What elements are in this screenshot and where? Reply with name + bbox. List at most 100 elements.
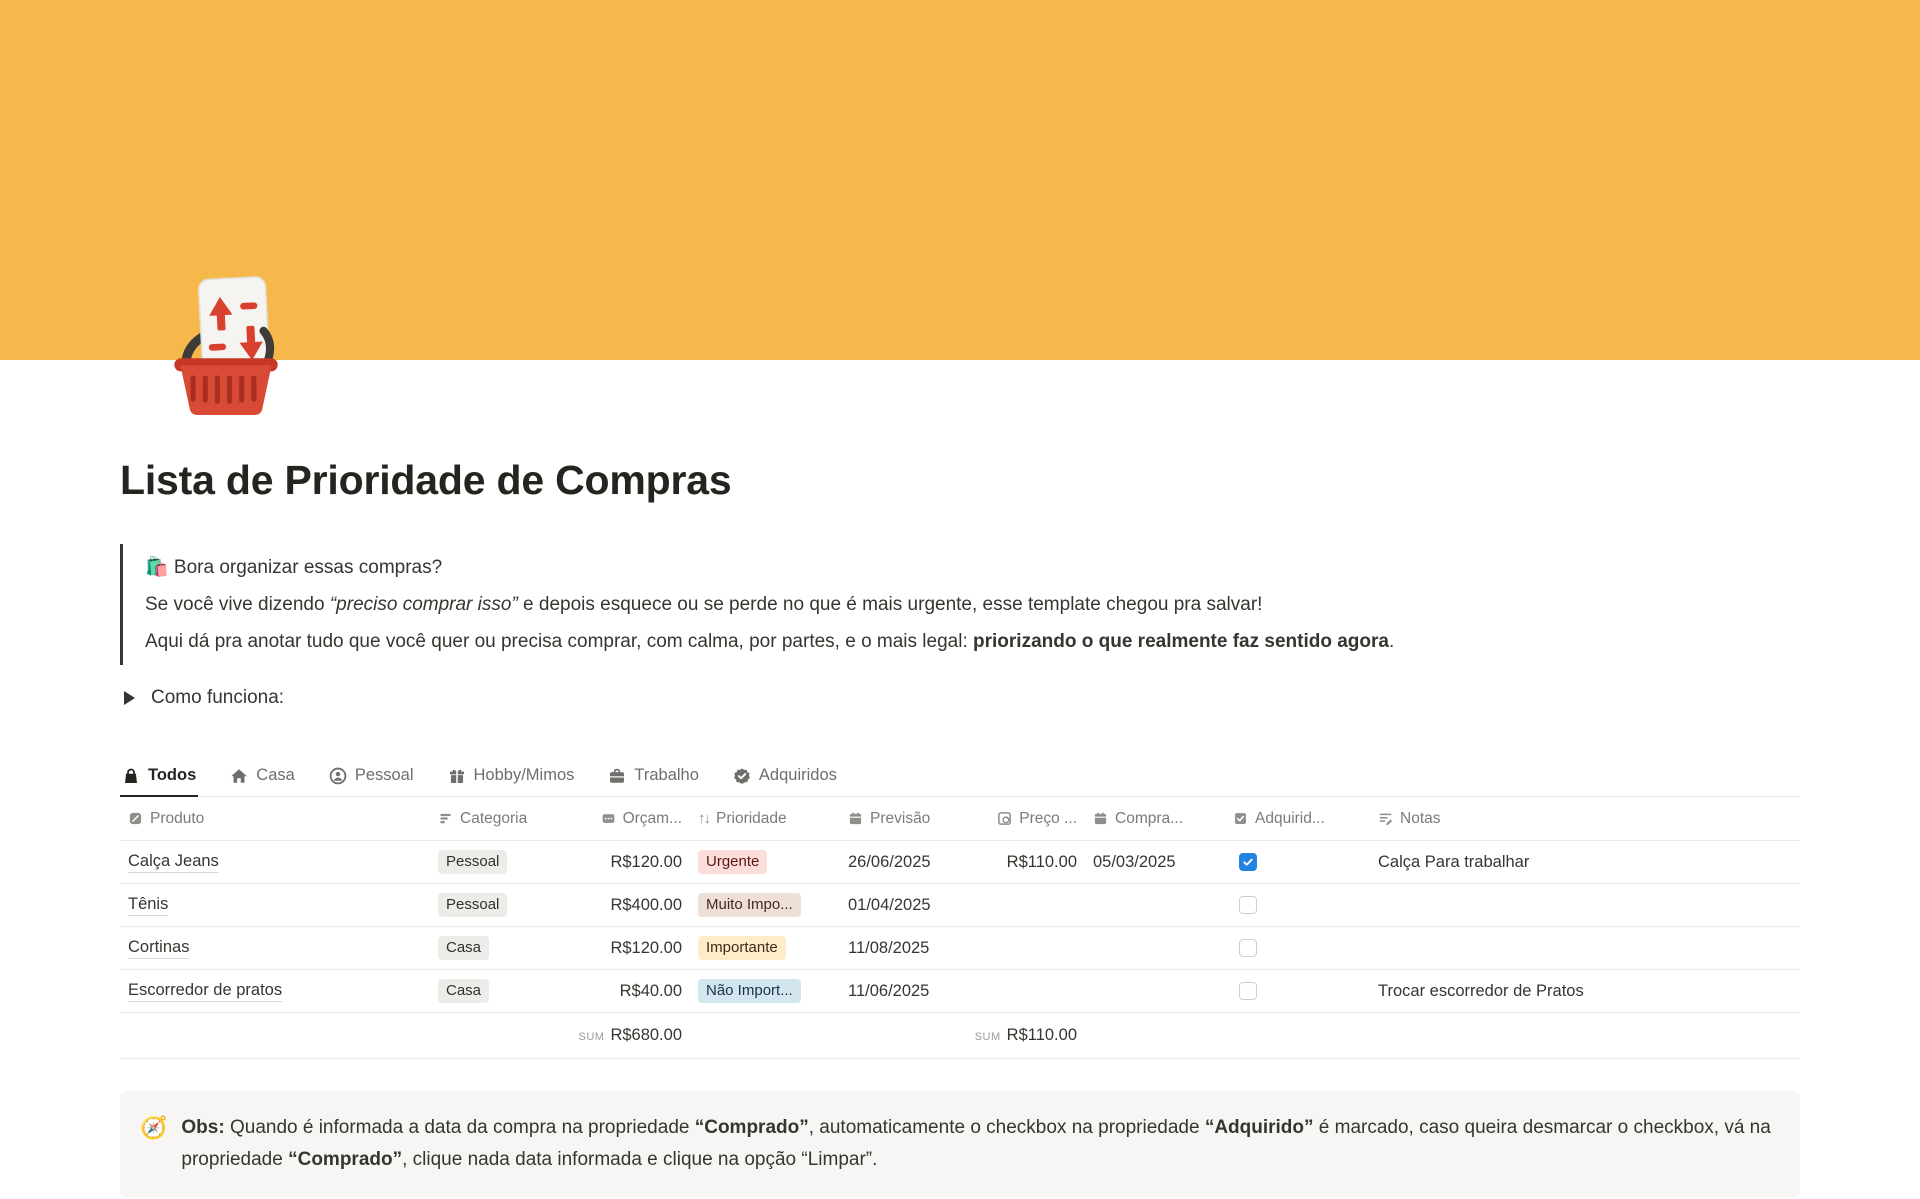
tab-label: Trabalho [634, 766, 699, 784]
orcamento-value: R$40.00 [619, 981, 682, 1000]
adquirido-checkbox[interactable] [1239, 982, 1257, 1000]
cell-categoria[interactable]: Casa [430, 936, 565, 960]
cell-produto[interactable]: Tênis [120, 895, 430, 916]
column-label: Orçam... [622, 809, 682, 827]
callout-block: 🧭 Obs: Quando é informada a data da comp… [120, 1091, 1800, 1197]
adquirido-checkbox[interactable] [1239, 896, 1257, 914]
house-icon [231, 768, 248, 783]
tab-label: Todos [148, 766, 197, 784]
column-label: Previsão [870, 809, 931, 827]
shopping-basket-sort-icon [174, 276, 278, 415]
toggle-arrow-icon[interactable] [124, 691, 135, 705]
orcamento-value: R$120.00 [610, 852, 682, 871]
orcamento-value: R$120.00 [610, 938, 682, 957]
categoria-tag: Pessoal [438, 850, 508, 874]
notas-value: Trocar escorredor de Pratos [1378, 981, 1584, 1000]
cell-produto[interactable]: Escorredor de pratos [120, 981, 430, 1002]
page-icon-shopping-basket[interactable] [150, 266, 302, 418]
tab-label: Hobby/Mimos [473, 766, 575, 784]
sum-orcamento-value: R$680.00 [610, 1026, 682, 1044]
categoria-tag: Casa [438, 979, 490, 1003]
person-icon [329, 767, 347, 784]
prioridade-tag: Urgente [698, 850, 768, 874]
sum-preco-value: R$110.00 [1006, 1026, 1077, 1044]
cell-comprado[interactable]: 05/03/2025 [1085, 853, 1225, 872]
previsao-value: 11/06/2025 [848, 981, 930, 1000]
compass-icon: 🧭 [140, 1115, 168, 1140]
cell-notas[interactable]: Trocar escorredor de Pratos [1370, 982, 1800, 1001]
preco-value: R$110.00 [1006, 852, 1077, 871]
table-row: Escorredor de pratos Casa R$40.00 Não Im… [120, 970, 1800, 1013]
calendar-icon [849, 812, 862, 825]
cell-categoria[interactable]: Pessoal [430, 893, 565, 917]
cell-preco[interactable]: R$110.00 [965, 853, 1085, 872]
cell-prioridade[interactable]: Muito Impo... [690, 893, 840, 917]
adquirido-checkbox[interactable] [1239, 853, 1257, 871]
tab-casa[interactable]: Casa [228, 755, 297, 796]
cell-previsao[interactable]: 11/08/2025 [840, 939, 965, 958]
categoria-tag: Casa [438, 936, 490, 960]
cell-produto[interactable]: Calça Jeans [120, 852, 430, 873]
table-row: Cortinas Casa R$120.00 Importante 11/08/… [120, 927, 1800, 970]
column-label: Adquirid... [1255, 809, 1325, 827]
cell-notas[interactable]: Calça Para trabalhar [1370, 853, 1800, 872]
table-aggregate-row: SUM R$680.00 SUM R$110.00 [120, 1013, 1800, 1059]
tab-label: Pessoal [354, 766, 414, 784]
column-header-produto[interactable]: Produto [120, 810, 430, 828]
cell-previsao[interactable]: 01/04/2025 [840, 896, 965, 915]
cell-orcamento[interactable]: R$40.00 [565, 982, 690, 1001]
column-header-preco[interactable]: Preço ... [965, 810, 1085, 828]
cell-adquirido [1225, 939, 1370, 957]
sum-label: SUM [974, 1031, 1001, 1043]
cover-image [0, 0, 1920, 360]
sum-preco[interactable]: SUM R$110.00 [965, 1026, 1085, 1045]
text-icon [1379, 813, 1393, 826]
column-header-notas[interactable]: Notas [1370, 810, 1800, 828]
produto-title[interactable]: Cortinas [128, 938, 190, 959]
calendar-icon [1094, 812, 1107, 825]
cell-previsao[interactable]: 26/06/2025 [840, 853, 965, 872]
tab-hobby-mimos[interactable]: Hobby/Mimos [446, 755, 577, 796]
cell-prioridade[interactable]: Não Import... [690, 979, 840, 1003]
adquirido-checkbox[interactable] [1239, 939, 1257, 957]
column-header-previsao[interactable]: Previsão [840, 810, 965, 828]
produto-title[interactable]: Escorredor de pratos [128, 981, 283, 1002]
prioridade-tag: Muito Impo... [698, 893, 801, 917]
column-label: Prioridade [716, 809, 787, 827]
column-header-categoria[interactable]: Categoria [430, 810, 565, 828]
tab-trabalho[interactable]: Trabalho [606, 755, 701, 796]
cell-prioridade[interactable]: Importante [690, 936, 840, 960]
prioridade-tag: Importante [698, 936, 786, 960]
categoria-tag: Pessoal [438, 893, 508, 917]
tab-todos[interactable]: Todos [120, 755, 199, 797]
column-header-prioridade[interactable]: ↑↓ Prioridade [690, 810, 840, 828]
bag-icon [125, 768, 137, 783]
tab-adquiridos[interactable]: Adquiridos [731, 755, 839, 796]
tab-label: Casa [256, 766, 295, 784]
cell-orcamento[interactable]: R$400.00 [565, 896, 690, 915]
sum-orcamento[interactable]: SUM R$680.00 [565, 1026, 690, 1045]
column-header-comprado[interactable]: Compra... [1085, 810, 1225, 828]
column-header-adquirido[interactable]: Adquirid... [1225, 810, 1370, 828]
quote-line-3: Aqui dá pra anotar tudo que você quer ou… [145, 631, 1395, 652]
toggle-como-funciona[interactable]: Como funciona: [120, 687, 1800, 709]
toggle-label: Como funciona: [151, 687, 285, 708]
rollup-icon [998, 812, 1012, 825]
cell-previsao[interactable]: 11/06/2025 [840, 982, 965, 1001]
cell-categoria[interactable]: Casa [430, 979, 565, 1003]
cell-prioridade[interactable]: Urgente [690, 850, 840, 874]
quote-block: 🛍️ Bora organizar essas compras? Se você… [120, 544, 1800, 665]
view-tabs: Todos Casa Pessoal Hobby/Mimos Trabalho … [120, 755, 1800, 797]
produto-title[interactable]: Tênis [128, 895, 169, 916]
cell-orcamento[interactable]: R$120.00 [565, 939, 690, 958]
cell-produto[interactable]: Cortinas [120, 938, 430, 959]
produto-title[interactable]: Calça Jeans [128, 852, 219, 873]
column-header-orcamento[interactable]: Orçam... [565, 810, 690, 828]
gift-icon [449, 769, 464, 783]
cell-orcamento[interactable]: R$120.00 [565, 853, 690, 872]
callout-text: Obs: Quando é informada a data da compra… [181, 1117, 1771, 1170]
cell-categoria[interactable]: Pessoal [430, 850, 565, 874]
prioridade-tag: Não Import... [698, 979, 801, 1003]
column-label: Preço ... [1019, 809, 1077, 827]
tab-pessoal[interactable]: Pessoal [327, 755, 416, 796]
